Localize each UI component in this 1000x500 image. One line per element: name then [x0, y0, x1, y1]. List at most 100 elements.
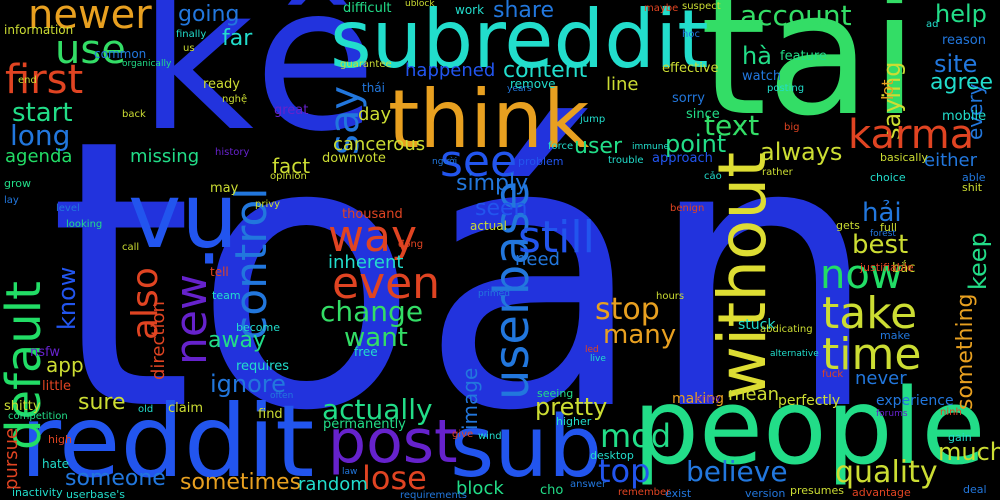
word-may: may	[210, 181, 239, 196]
word-ublock: ublock	[405, 0, 435, 9]
word-way: way	[328, 211, 417, 262]
word-fuck: fuck	[822, 369, 844, 380]
word-lose: lose	[362, 459, 427, 497]
word-often: often	[270, 391, 294, 401]
word-difficult: difficult	[343, 1, 392, 16]
word-hoc: học	[682, 29, 700, 40]
word-ignore: ignore	[210, 370, 286, 398]
word-hours: hours	[656, 291, 685, 302]
word-inactivity: inactivity	[12, 486, 63, 499]
word-us: us	[183, 43, 195, 54]
word-cao: cảo	[704, 171, 722, 182]
word-big: big	[784, 122, 800, 133]
word-justifiable: justifiable	[860, 261, 914, 274]
word-ninh: ninh	[940, 407, 962, 418]
word-even: even	[332, 258, 441, 309]
word-time: time	[822, 329, 922, 380]
word-never: never	[855, 368, 907, 389]
word-still: still	[518, 212, 595, 263]
word-cho: cho	[540, 483, 564, 498]
word-toan: toán	[48, 62, 881, 492]
word-thai: thái	[362, 81, 385, 95]
word-think: think	[388, 73, 590, 166]
word-actually: actually	[322, 393, 433, 426]
word-rather: rather	[762, 167, 793, 178]
word-little: little	[42, 379, 72, 394]
word-call: call	[122, 242, 140, 253]
word-ad: ad	[926, 19, 939, 30]
word-end: end	[18, 75, 37, 86]
word-fact: fact	[272, 154, 311, 178]
word-problem: problem	[518, 155, 564, 168]
word-lay: lay	[4, 195, 19, 206]
word-default: default	[0, 281, 52, 450]
word-privy: privy	[255, 199, 281, 210]
word-random: random	[298, 474, 368, 495]
word-content: content	[503, 58, 588, 83]
word-sorry: sorry	[672, 91, 705, 106]
word-believe: believe	[686, 455, 788, 488]
word-direction: direction	[148, 301, 169, 380]
word-pursue: shitty	[4, 399, 41, 414]
word-become: become	[236, 321, 281, 334]
word-force: force	[548, 141, 574, 152]
word-choice: choice	[870, 171, 906, 184]
word-opinion: opinion	[270, 171, 307, 182]
word-permanently: permanently	[323, 417, 406, 432]
word-nghe: nghệ	[222, 94, 248, 105]
word-competition: competition	[8, 411, 68, 422]
word-requirements: requirements	[400, 490, 467, 500]
word-mean: mean	[728, 384, 780, 405]
word-advantage: advantage	[852, 486, 911, 499]
word-old: old	[138, 404, 154, 415]
word-simply: simply	[456, 171, 529, 196]
word-trouble: trouble	[608, 155, 644, 166]
word-karma: karma	[848, 112, 975, 158]
word-something: something	[953, 293, 978, 410]
word-deal: deal	[963, 483, 987, 496]
word-dong: đồng	[398, 239, 424, 250]
word-approach: approach	[652, 151, 713, 166]
word-law: law	[342, 467, 358, 477]
word-level: level	[56, 203, 80, 214]
word-site: site	[934, 50, 978, 78]
word-suspect: suspect	[682, 1, 721, 12]
word-shit: shit	[962, 181, 983, 194]
word-ke: kế	[138, 0, 377, 176]
word-newer: newer	[28, 0, 152, 38]
word-ha: hà	[742, 42, 772, 70]
word-nguoi: người	[432, 157, 458, 167]
word-long: long	[10, 119, 71, 152]
word-information: information	[4, 23, 74, 37]
word-see: see	[440, 136, 518, 187]
word-grow: grow	[4, 177, 31, 190]
word-looking: looking	[66, 219, 103, 230]
word-common: common	[94, 47, 147, 61]
word-control: control	[226, 187, 277, 340]
word-remember: remember	[618, 487, 671, 498]
word-posting: posting	[767, 83, 805, 94]
word-userbases: userbase's	[66, 488, 125, 500]
word-find: find	[258, 407, 283, 422]
word-since: since	[686, 107, 720, 122]
word-perfectly: perfectly	[778, 393, 841, 409]
word-claim: claim	[168, 401, 204, 416]
word-need: need	[515, 249, 560, 270]
word-account: account	[740, 0, 852, 32]
word-use: use	[55, 27, 126, 73]
word-mobile: mobile	[942, 109, 987, 124]
word-without: without	[704, 151, 781, 400]
word-seeing: seeing	[537, 387, 574, 400]
word-nsfw: nsfw	[30, 345, 60, 360]
word-presumes: presumes	[790, 484, 844, 497]
word-line: line	[606, 74, 639, 95]
word-sub: sub	[450, 398, 603, 497]
word-give: give	[452, 429, 474, 440]
word-missing: missing	[130, 146, 200, 167]
word-now: now	[820, 252, 903, 298]
word-answer: answer	[570, 479, 607, 490]
word-happened: happened	[405, 60, 496, 81]
word-take: take	[822, 288, 918, 339]
word-vu: vụ	[128, 164, 239, 269]
